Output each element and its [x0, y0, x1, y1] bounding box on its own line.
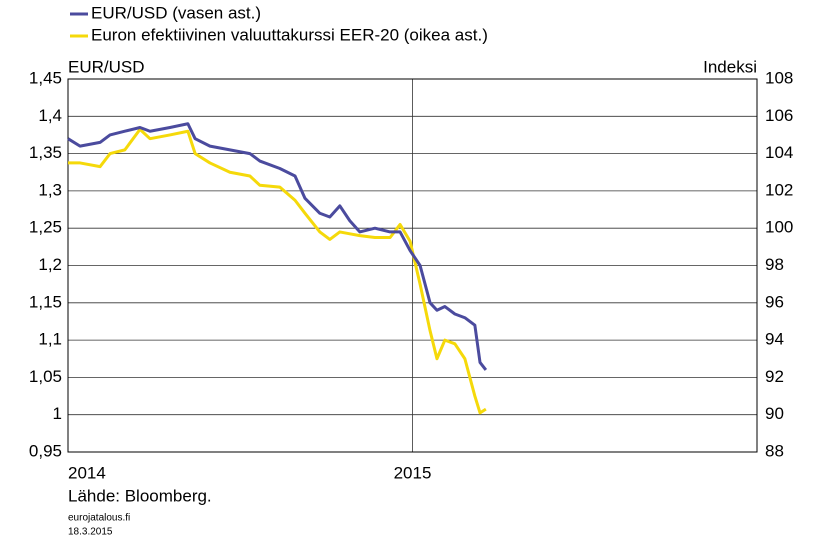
- y-tick-label: 1,15: [29, 292, 62, 311]
- plot-border: [67, 78, 758, 453]
- y2-tick-label: 94: [765, 330, 784, 349]
- x-tick-label: 2015: [394, 463, 432, 482]
- legend-label: EUR/USD (vasen ast.): [91, 3, 261, 22]
- y2-tick-label: 108: [765, 68, 793, 87]
- y-tick-label: 0,95: [29, 441, 62, 460]
- y-tick-label: 1,05: [29, 367, 62, 386]
- source: Lähde: Bloomberg.: [68, 486, 212, 505]
- y-tick-label: 1,25: [29, 218, 62, 237]
- y2-tick-label: 92: [765, 367, 784, 386]
- series-line: [68, 127, 487, 415]
- y-tick-label: 1,1: [38, 330, 62, 349]
- y2-tick-label: 104: [765, 143, 793, 162]
- y2-tick-label: 96: [765, 292, 784, 311]
- y2-tick-label: 106: [765, 106, 793, 125]
- y-tick-label: 1,2: [38, 255, 62, 274]
- y2-tick-label: 88: [765, 441, 784, 460]
- y-axis-label: EUR/USD: [68, 57, 145, 76]
- y2-tick-label: 102: [765, 180, 793, 199]
- series-line: [67, 122, 488, 371]
- y2-axis-label: Indeksi: [703, 57, 757, 76]
- legend-label: Euron efektiivinen valuuttakurssi EER-20…: [91, 25, 488, 44]
- y-tick-label: 1,4: [38, 106, 62, 125]
- site: eurojatalous.fi: [68, 513, 130, 524]
- x-tick-label: 2014: [68, 463, 106, 482]
- y2-tick-label: 100: [765, 218, 793, 237]
- date: 18.3.2015: [68, 527, 113, 538]
- y-tick-label: 1,45: [29, 68, 62, 87]
- y2-tick-label: 90: [765, 404, 784, 423]
- y-tick-label: 1,3: [38, 180, 62, 199]
- y2-tick-label: 98: [765, 255, 784, 274]
- y-tick-label: 1,35: [29, 143, 62, 162]
- y-tick-label: 1: [53, 404, 62, 423]
